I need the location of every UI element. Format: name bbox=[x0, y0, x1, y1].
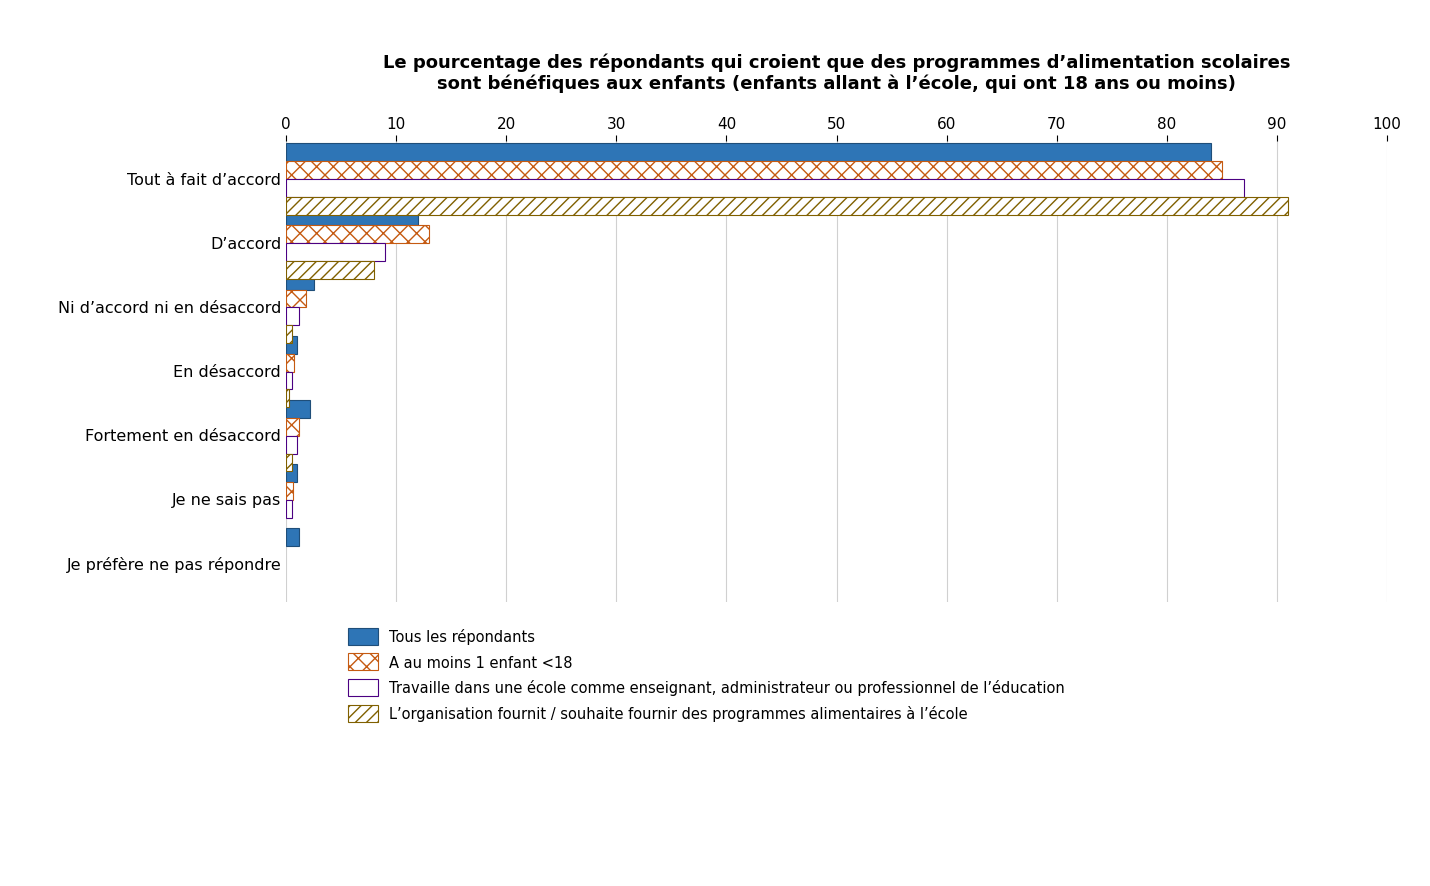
Bar bbox=[286, 180, 1244, 198]
Bar bbox=[286, 208, 418, 226]
Bar bbox=[286, 198, 1288, 216]
Bar bbox=[286, 418, 299, 436]
Legend: Tous les répondants, A au moins 1 enfant <18, Travaille dans une école comme ens: Tous les répondants, A au moins 1 enfant… bbox=[349, 628, 1065, 722]
Bar bbox=[286, 436, 297, 454]
Bar bbox=[286, 400, 310, 418]
Bar bbox=[286, 464, 297, 482]
Bar bbox=[286, 337, 297, 354]
Bar bbox=[286, 245, 385, 262]
Bar bbox=[286, 354, 293, 372]
Bar bbox=[286, 272, 313, 291]
Bar bbox=[286, 262, 375, 280]
Bar bbox=[286, 454, 292, 472]
Bar bbox=[286, 372, 292, 390]
Bar bbox=[286, 291, 306, 308]
Bar bbox=[286, 482, 293, 500]
Bar bbox=[286, 162, 1221, 180]
Bar bbox=[286, 326, 292, 344]
Bar bbox=[286, 308, 299, 326]
Bar bbox=[286, 528, 299, 546]
Bar bbox=[286, 500, 292, 518]
Bar bbox=[286, 226, 429, 245]
Bar bbox=[286, 390, 289, 408]
Bar bbox=[286, 144, 1211, 162]
Title: Le pourcentage des répondants qui croient que des programmes d’alimentation scol: Le pourcentage des répondants qui croien… bbox=[383, 53, 1290, 93]
